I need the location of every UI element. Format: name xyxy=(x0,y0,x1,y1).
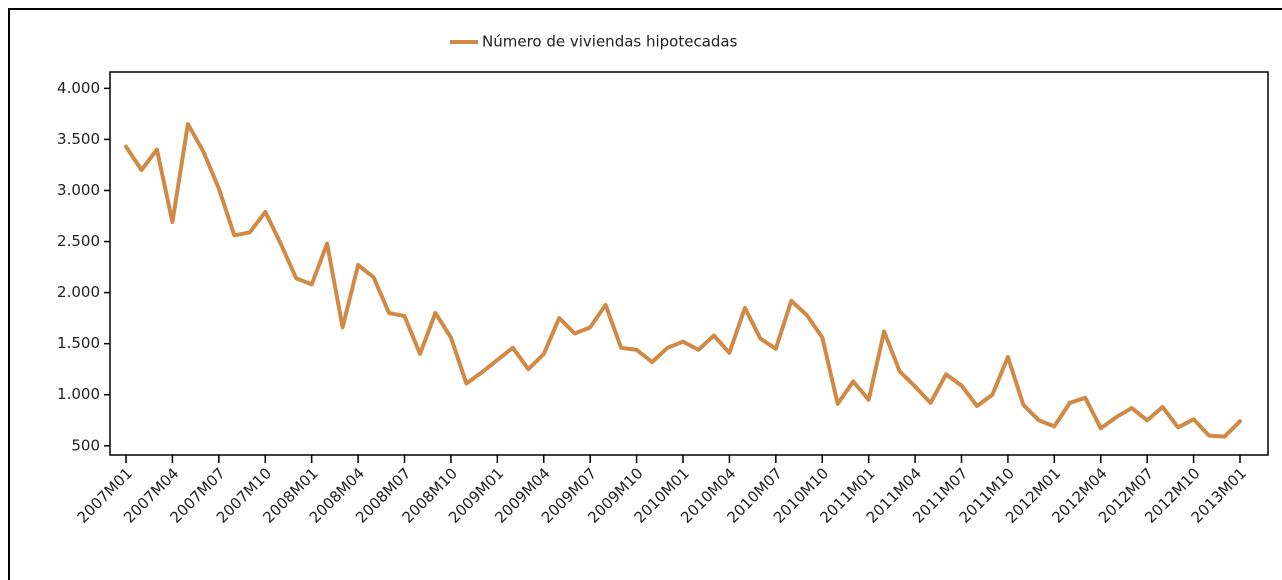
y-tick-label: 4.000 xyxy=(57,79,100,97)
chart-frame xyxy=(8,8,1282,580)
y-tick-label: 1.500 xyxy=(57,334,100,352)
legend-label: Número de viviendas hipotecadas xyxy=(482,33,738,51)
y-tick-label: 3.500 xyxy=(57,130,100,148)
y-tick-label: 500 xyxy=(71,436,100,454)
y-tick-label: 2.000 xyxy=(57,283,100,301)
line-series xyxy=(124,122,1242,439)
y-tick-label: 1.000 xyxy=(57,385,100,403)
y-tick-label: 2.500 xyxy=(57,232,100,250)
y-tick-label: 3.000 xyxy=(57,181,100,199)
plot-frame xyxy=(109,71,1269,456)
